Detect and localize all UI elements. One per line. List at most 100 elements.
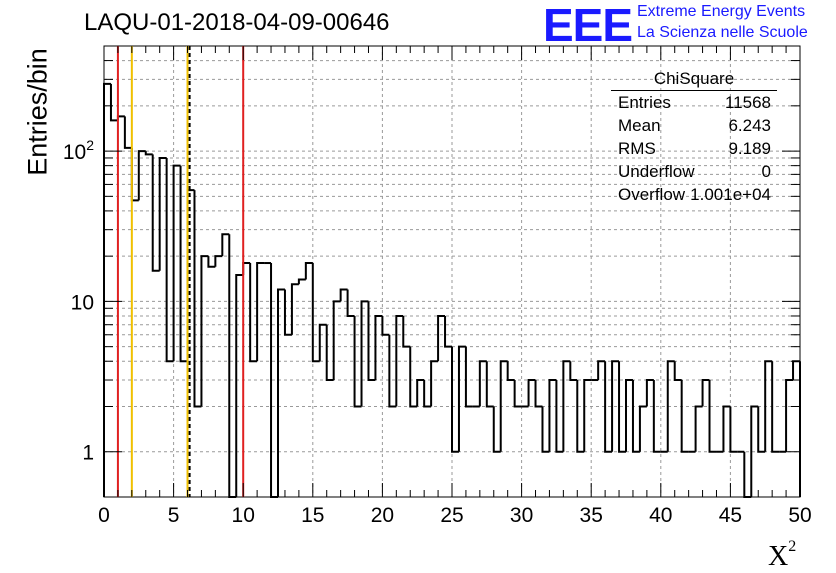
histogram-bin bbox=[562, 360, 571, 452]
histogram-bin bbox=[221, 233, 230, 257]
histogram-bin bbox=[618, 361, 626, 453]
histogram-bin bbox=[597, 360, 606, 381]
page-title: LAQU-01-2018-04-09-00646 bbox=[84, 9, 390, 36]
histogram-bin bbox=[290, 283, 299, 335]
histogram-bin bbox=[569, 361, 578, 382]
axis-ticks bbox=[103, 46, 801, 497]
x-tick-label: 40 bbox=[649, 504, 672, 527]
histogram-bin bbox=[750, 405, 759, 497]
histogram-bin bbox=[430, 360, 439, 407]
histogram-bin bbox=[103, 82, 111, 497]
histogram-bin bbox=[673, 361, 682, 382]
histogram-bin bbox=[172, 164, 181, 362]
histogram-bin bbox=[513, 380, 522, 408]
histogram-bin bbox=[402, 315, 411, 348]
histogram-bin bbox=[492, 406, 501, 453]
histogram-bin bbox=[325, 324, 334, 382]
histogram-bin bbox=[576, 380, 585, 453]
histogram-bin bbox=[193, 190, 202, 408]
histogram-bin bbox=[409, 346, 418, 408]
y-tick-label-base: 10 bbox=[71, 291, 94, 314]
histogram-bin bbox=[541, 406, 550, 453]
histogram-bin bbox=[165, 157, 174, 363]
logo-line-1: Extreme Energy Events bbox=[637, 3, 806, 20]
stats-title: ChiSquare bbox=[611, 68, 777, 91]
histogram-bin bbox=[423, 380, 432, 408]
histogram-bin bbox=[444, 315, 452, 348]
histogram-bin bbox=[332, 300, 341, 381]
x-tick-label: 20 bbox=[371, 504, 394, 527]
stats-row-mean: Mean 6.243 bbox=[611, 114, 777, 137]
histogram-bin bbox=[297, 278, 306, 285]
x-tick-label: 25 bbox=[440, 504, 463, 527]
histogram-bin bbox=[277, 288, 285, 497]
histogram-bin bbox=[242, 262, 251, 275]
histogram-bin bbox=[506, 361, 515, 382]
histogram-bin bbox=[708, 380, 717, 453]
x-tick-label: 30 bbox=[510, 504, 533, 527]
y-tick-label: 10 bbox=[71, 291, 94, 314]
stats-value: 0 bbox=[761, 162, 771, 181]
histogram-bin bbox=[339, 288, 348, 302]
histogram-bin bbox=[451, 346, 459, 453]
x-axis-label-base: X bbox=[768, 541, 789, 572]
histogram-bin bbox=[353, 315, 362, 408]
stats-key: Overflow bbox=[618, 185, 686, 204]
histogram-bin bbox=[457, 345, 466, 452]
stats-value: 11568 bbox=[724, 93, 771, 112]
logo-line-2: La Scienza nelle Scuole bbox=[637, 24, 808, 41]
x-tick-label: 45 bbox=[719, 504, 742, 527]
histogram-bin bbox=[722, 405, 731, 452]
histogram-bin bbox=[116, 115, 125, 121]
histogram-bin bbox=[151, 154, 160, 272]
histogram-bin bbox=[367, 301, 376, 382]
histogram-bin bbox=[631, 380, 640, 453]
histogram-bin bbox=[381, 315, 390, 336]
x-tick-label: 0 bbox=[98, 504, 110, 527]
histogram-bin bbox=[311, 263, 320, 363]
histogram-bin bbox=[701, 379, 710, 407]
histogram-bin bbox=[186, 189, 195, 362]
histogram-bin bbox=[485, 361, 494, 408]
histogram-bin bbox=[499, 360, 508, 452]
histogram-bin bbox=[200, 255, 209, 407]
marker-lines bbox=[116, 46, 245, 497]
stats-key: RMS bbox=[618, 139, 656, 158]
x-tick-label: 10 bbox=[232, 504, 255, 527]
histogram-bin bbox=[771, 361, 780, 453]
x-tick-label: 5 bbox=[168, 504, 180, 527]
y-axis-label: Entries/bin bbox=[22, 48, 53, 176]
histogram-bin bbox=[604, 361, 613, 453]
x-tick-label: 15 bbox=[301, 504, 324, 527]
stats-value: 9.189 bbox=[728, 139, 771, 158]
histogram-bin bbox=[478, 360, 487, 407]
histogram-bin bbox=[137, 150, 146, 201]
stats-value: 1.001e+04 bbox=[690, 185, 771, 204]
y-tick-label-base: 1 bbox=[82, 442, 94, 465]
eee-logo: EEE bbox=[543, 0, 633, 51]
histogram-bin bbox=[785, 379, 794, 452]
stats-key: Entries bbox=[618, 93, 671, 112]
histogram-bin bbox=[583, 379, 592, 452]
stats-key: Underflow bbox=[618, 162, 695, 181]
histogram-bin bbox=[374, 314, 383, 381]
x-axis-label: X2 bbox=[768, 538, 796, 573]
histogram-bin bbox=[555, 380, 564, 453]
stats-box: ChiSquare Entries 11568 Mean 6.243 RMS 9… bbox=[611, 68, 777, 206]
histogram-bin bbox=[109, 83, 118, 122]
y-tick-label: 102 bbox=[63, 137, 94, 164]
histogram-bin bbox=[645, 379, 654, 407]
histogram-bin bbox=[792, 360, 800, 381]
histogram-bin bbox=[464, 346, 473, 408]
histogram-bin bbox=[548, 379, 557, 452]
histogram-bin bbox=[158, 156, 167, 271]
histogram-bin bbox=[304, 262, 313, 280]
histogram-bin bbox=[694, 405, 703, 452]
histogram-bin bbox=[388, 334, 397, 408]
histogram-bin bbox=[346, 289, 355, 317]
histogram-bin bbox=[743, 451, 752, 498]
histogram-bin bbox=[680, 380, 689, 453]
x-tick-label: 35 bbox=[580, 504, 603, 527]
